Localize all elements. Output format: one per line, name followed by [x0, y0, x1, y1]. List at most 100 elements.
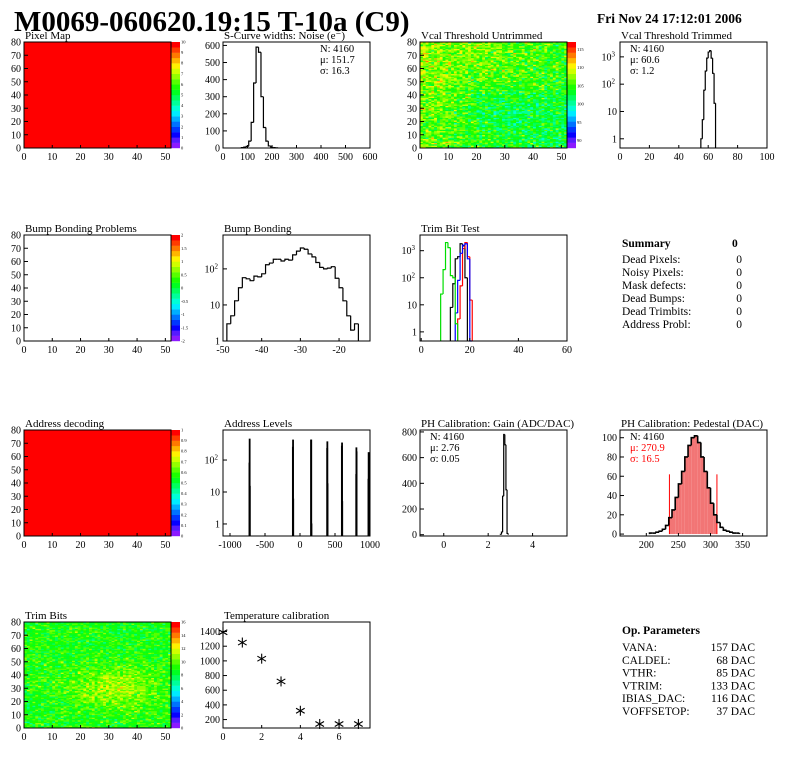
heatmap-cell [479, 95, 483, 97]
heatmap-cell [420, 67, 424, 69]
heatmap-cell [482, 61, 486, 64]
heatmap-cell [513, 89, 517, 92]
heatmap-cell [485, 67, 489, 69]
heatmap-cell [442, 134, 446, 137]
heatmap-cell [510, 69, 514, 72]
heatmap-cell [550, 49, 554, 52]
heatmap-cell [535, 97, 540, 100]
heatmap-cell [428, 141, 432, 144]
heatmap-cell [479, 113, 483, 116]
x-tick-label: -30 [294, 345, 307, 356]
heatmap-cell [535, 122, 540, 125]
heatmap-cell [428, 51, 432, 53]
color-bar-band [567, 47, 576, 53]
heatmap-cell [564, 67, 568, 69]
heatmap-cell [465, 145, 469, 147]
heatmap-cell [513, 81, 517, 84]
heatmap-cell [448, 60, 452, 63]
heatmap-cell [465, 120, 469, 122]
heatmap-cell [428, 121, 432, 124]
heatmap-cell [470, 63, 475, 65]
heatmap-cell [547, 77, 551, 80]
heatmap-cell [530, 95, 534, 97]
heatmap-cell [527, 73, 531, 76]
heatmap-cell [26, 629, 30, 632]
color-bar-band [171, 520, 180, 526]
heatmap-cell [499, 113, 503, 116]
heatmap-cell [453, 59, 458, 61]
y-tick-label: 20 [607, 510, 617, 521]
y-tick-label: 100 [205, 126, 220, 137]
stats-line: μ: 60.6 [630, 55, 660, 66]
heatmap-cell [24, 659, 28, 661]
heatmap-cell [428, 68, 432, 71]
heatmap-cell [504, 53, 508, 56]
color-bar-band [567, 52, 576, 59]
heatmap-cell [468, 89, 472, 92]
heatmap-cell [507, 55, 511, 57]
heatmap-cell [448, 122, 452, 125]
heatmap-cell [561, 113, 565, 116]
heatmap-cell [451, 44, 455, 47]
heatmap-cell [451, 76, 455, 79]
heatmap-cell [504, 81, 508, 84]
heatmap-cell [555, 105, 559, 108]
heatmap-cell [561, 128, 565, 130]
heatmap-cell [431, 124, 435, 126]
heatmap-cell [538, 106, 542, 109]
heatmap-cell [448, 73, 452, 76]
heatmap-cell [558, 144, 562, 146]
heatmap-cell [521, 124, 525, 126]
histogram-bin [319, 262, 324, 268]
heatmap-cell [456, 140, 460, 142]
heatmap-cell [550, 44, 554, 47]
heatmap-cell [439, 136, 443, 138]
heatmap-cell [453, 138, 458, 141]
heatmap-cell [507, 49, 511, 52]
heatmap-cell [468, 141, 472, 144]
heatmap-cell [476, 73, 480, 76]
heatmap-cell [501, 100, 506, 102]
heatmap-cell [485, 51, 489, 53]
heatmap-cell [465, 124, 469, 126]
heatmap-cell [524, 56, 528, 59]
heatmap-cell [445, 64, 449, 67]
heatmap-cell [448, 83, 452, 85]
heatmap-cell [493, 69, 497, 72]
heatmap-cell [425, 102, 429, 105]
heatmap-cell [456, 101, 460, 104]
color-bar-band [171, 116, 180, 122]
heatmap-cell [535, 63, 540, 65]
heatmap-cell [558, 116, 562, 118]
heatmap-cell [420, 55, 424, 57]
heatmap-cell [428, 138, 432, 141]
heatmap-cell [527, 42, 531, 44]
heatmap-cell [462, 88, 466, 91]
heatmap-cell [456, 98, 460, 101]
heatmap-cell [453, 93, 458, 96]
heatmap-cell [510, 64, 514, 67]
heatmap-cell [26, 625, 30, 628]
heatmap-cell [504, 124, 508, 126]
heatmap-cell [555, 104, 559, 106]
color-bar-tick-label: 0.8 [181, 449, 187, 454]
heatmap-cell [496, 49, 500, 52]
heatmap-cell [530, 106, 534, 109]
heatmap-cell [422, 134, 426, 137]
heatmap-cell [507, 132, 511, 134]
heatmap-cell [513, 97, 517, 100]
heatmap-cell [428, 44, 432, 47]
heatmap-cell [521, 95, 525, 97]
heatmap-cell [561, 43, 565, 45]
heatmap-cell [434, 64, 438, 67]
heatmap-cell [524, 126, 528, 129]
heatmap-cell [552, 133, 556, 136]
heatmap-cell [541, 141, 545, 144]
heatmap-cell [516, 101, 520, 104]
heatmap-cell [425, 52, 429, 55]
heatmap-cell [552, 100, 556, 102]
heatmap-cell [442, 61, 446, 64]
heatmap-cell [527, 116, 531, 118]
heatmap-cell [24, 640, 28, 643]
heatmap-cell [510, 93, 514, 96]
